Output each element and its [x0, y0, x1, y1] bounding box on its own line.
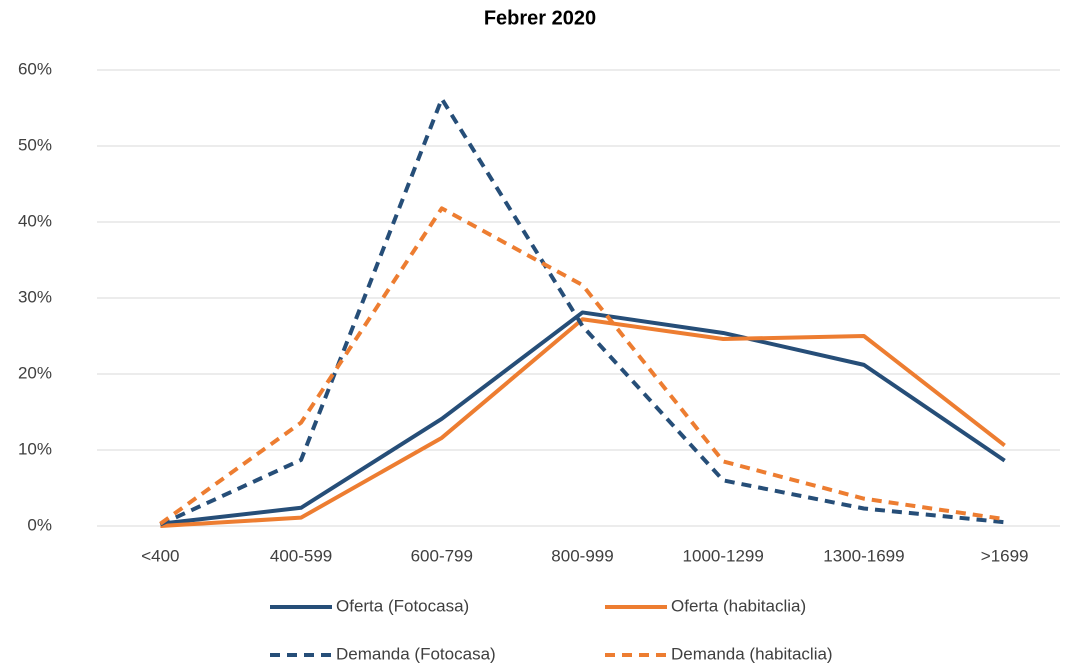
x-tick-label: >1699: [981, 546, 1029, 565]
series-line: [160, 310, 1006, 526]
y-tick-label: 40%: [18, 211, 52, 230]
y-tick-label: 30%: [18, 287, 52, 306]
y-tick-label: 0%: [27, 515, 52, 534]
x-tick-label: 400-599: [270, 546, 332, 565]
y-tick-label: 20%: [18, 363, 52, 382]
x-tick-label: 1000-1299: [683, 546, 764, 565]
x-tick-label: 600-799: [411, 546, 473, 565]
y-tick-label: 50%: [18, 135, 52, 154]
series-line: [160, 317, 1006, 528]
y-tick-label: 60%: [18, 59, 52, 78]
chart-title: Febrer 2020: [484, 7, 596, 29]
legend-label: Oferta (habitaclia): [671, 596, 806, 615]
x-tick-label: 800-999: [551, 546, 613, 565]
y-tick-label: 10%: [18, 439, 52, 458]
x-tick-label: 1300-1699: [823, 546, 904, 565]
series-line: [159, 96, 1005, 527]
legend-label: Oferta (Fotocasa): [336, 596, 469, 615]
x-tick-label: <400: [141, 546, 179, 565]
series-line: [159, 206, 1005, 526]
legend-label: Demanda (habitaclia): [671, 644, 833, 663]
legend-label: Demanda (Fotocasa): [336, 644, 496, 663]
